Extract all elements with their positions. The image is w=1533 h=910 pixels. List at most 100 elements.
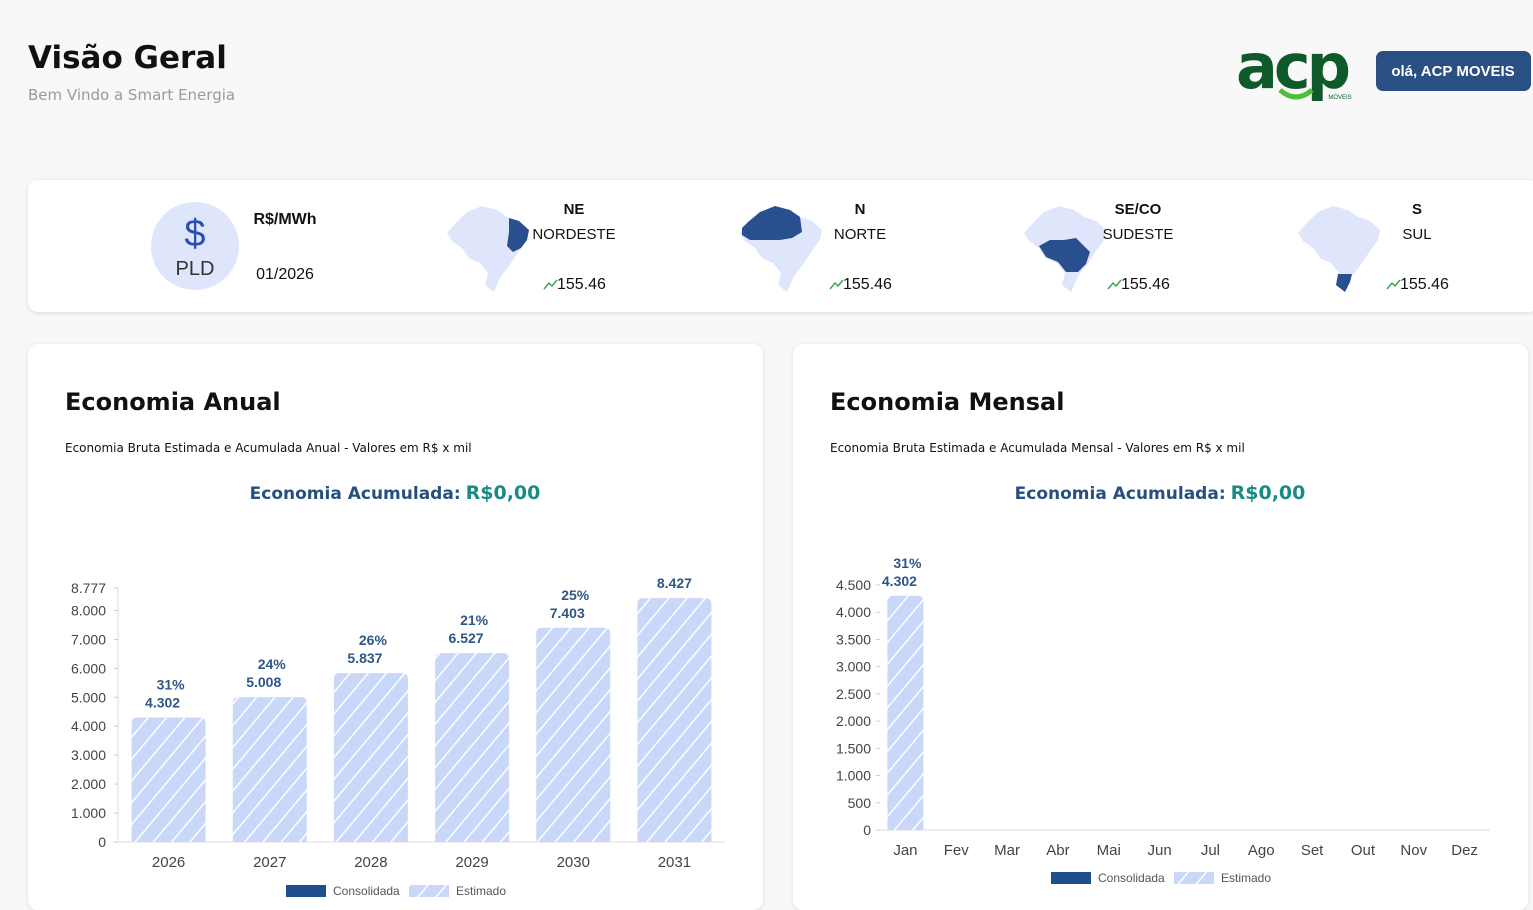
x-tick-label: Dez	[1451, 842, 1478, 859]
summary-label: Economia Acumulada:	[250, 484, 461, 504]
map-outline	[447, 206, 529, 292]
x-tick-label: Mai	[1097, 842, 1121, 859]
bar	[637, 598, 712, 842]
region-map	[1298, 206, 1380, 292]
legend-swatch	[1051, 872, 1091, 884]
map-highlight	[1039, 238, 1090, 272]
chart-title: Economia Anual	[65, 388, 281, 416]
value-label: 5.008	[246, 674, 281, 690]
x-tick-label: Jun	[1147, 842, 1171, 859]
y-tick-label: 1.000	[71, 805, 106, 821]
pld-icon	[151, 202, 239, 290]
pld-symbol: $	[184, 213, 205, 255]
x-tick-label: 2029	[455, 854, 488, 871]
bar	[333, 673, 408, 842]
logo-subtitle: MÓVEIS	[1328, 94, 1351, 101]
x-tick-label: 2031	[658, 854, 691, 871]
region-code: NE	[564, 201, 585, 218]
chart: Economia Mensal Economia Bruta Estimada e…	[830, 388, 1490, 885]
x-tick-label: Set	[1301, 842, 1324, 859]
x-tick-label: 2030	[557, 854, 590, 871]
summary-value: R$0,00	[1231, 482, 1306, 504]
summary-value: R$0,00	[466, 482, 541, 504]
y-tick-label: 8.000	[71, 602, 106, 618]
map-outline	[1298, 206, 1380, 292]
x-tick-label: Out	[1351, 842, 1376, 859]
user-greeting[interactable]: olá, ACP MOVEIS	[1391, 63, 1514, 80]
percent-label: 26%	[359, 632, 388, 648]
trend-icon	[1107, 279, 1122, 290]
y-tick-label: 3.500	[836, 631, 871, 647]
region-name: NORTE	[834, 226, 886, 243]
chart-title: Economia Mensal	[830, 388, 1064, 416]
region-name: SUL	[1402, 226, 1431, 243]
y-tick-label: 3.000	[71, 747, 106, 763]
chart: Economia Anual Economia Bruta Estimada e …	[65, 388, 725, 898]
region-value: 155.46	[1121, 276, 1170, 293]
user-button[interactable]	[1376, 51, 1531, 91]
map-highlight	[742, 206, 802, 240]
y-tick-label: 0	[863, 822, 871, 838]
x-tick-label: Jan	[893, 842, 917, 859]
pld-unit: R$/MWh	[253, 211, 316, 228]
percent-label: 31%	[157, 677, 186, 693]
bar	[435, 653, 510, 842]
y-tick-label: 8.777	[71, 580, 106, 596]
charts: Economia Anual Economia Bruta Estimada e …	[65, 388, 1490, 898]
x-tick-label: Nov	[1400, 842, 1427, 859]
region-code: S	[1412, 201, 1422, 218]
legend-label: Estimado	[1221, 871, 1271, 885]
pld-label: PLD	[176, 258, 215, 280]
region-name: SUDESTE	[1103, 226, 1174, 243]
percent-label: 21%	[460, 612, 489, 628]
y-tick-label: 500	[848, 795, 872, 811]
y-tick-label: 2.000	[71, 776, 106, 792]
x-tick-label: 2028	[354, 854, 387, 871]
x-tick-label: Fev	[944, 842, 970, 859]
y-tick-label: 4.000	[836, 604, 871, 620]
legend-label: Estimado	[456, 884, 506, 898]
logo-swoosh	[1278, 88, 1314, 100]
value-label: 8.427	[657, 575, 692, 591]
bar	[887, 595, 924, 830]
x-tick-label: Abr	[1046, 842, 1069, 859]
value-label: 7.403	[550, 605, 585, 621]
region-map	[1024, 206, 1106, 292]
x-tick-label: Ago	[1248, 842, 1275, 859]
map-highlight	[507, 218, 529, 252]
value-label: 4.302	[882, 573, 917, 589]
regions: NE NORDESTE 155.46 N NORTE 155.46 SE/CO SUDESTE…	[447, 201, 1449, 293]
legend-swatch	[286, 885, 326, 897]
page-subtitle: Bem Vindo a Smart Energia	[28, 86, 235, 104]
y-tick-label: 0	[98, 834, 106, 850]
legend-swatch	[1174, 872, 1214, 884]
value-label: 5.837	[347, 650, 382, 666]
region-map	[740, 206, 822, 292]
bar	[131, 717, 206, 842]
y-tick-label: 4.500	[836, 577, 871, 593]
summary-label: Economia Acumulada:	[1015, 484, 1226, 504]
region-value: 155.46	[843, 276, 892, 293]
logo: acp	[1236, 30, 1349, 103]
percent-label: 25%	[561, 587, 590, 603]
legend-label: Consolidada	[333, 884, 400, 898]
pld-date: 01/2026	[256, 266, 314, 283]
region-value: 155.46	[557, 276, 606, 293]
region-code: N	[855, 201, 866, 218]
monthly-card	[793, 344, 1528, 910]
value-label: 6.527	[449, 630, 484, 646]
y-tick-label: 2.500	[836, 686, 871, 702]
legend-swatch	[409, 885, 449, 897]
summary: Economia Acumulada: R$0,00	[1015, 482, 1306, 504]
x-tick-label: Mar	[994, 842, 1020, 859]
summary: Economia Acumulada: R$0,00	[250, 482, 541, 504]
legend-label: Consolidada	[1098, 871, 1165, 885]
percent-label: 31%	[893, 555, 922, 571]
map-highlight	[1336, 274, 1352, 292]
bar	[232, 697, 307, 842]
y-tick-label: 7.000	[71, 631, 106, 647]
y-tick-label: 6.000	[71, 660, 106, 676]
chart-subtitle: Economia Bruta Estimada e Acumulada Mens…	[830, 441, 1245, 455]
trend-icon	[543, 279, 558, 290]
